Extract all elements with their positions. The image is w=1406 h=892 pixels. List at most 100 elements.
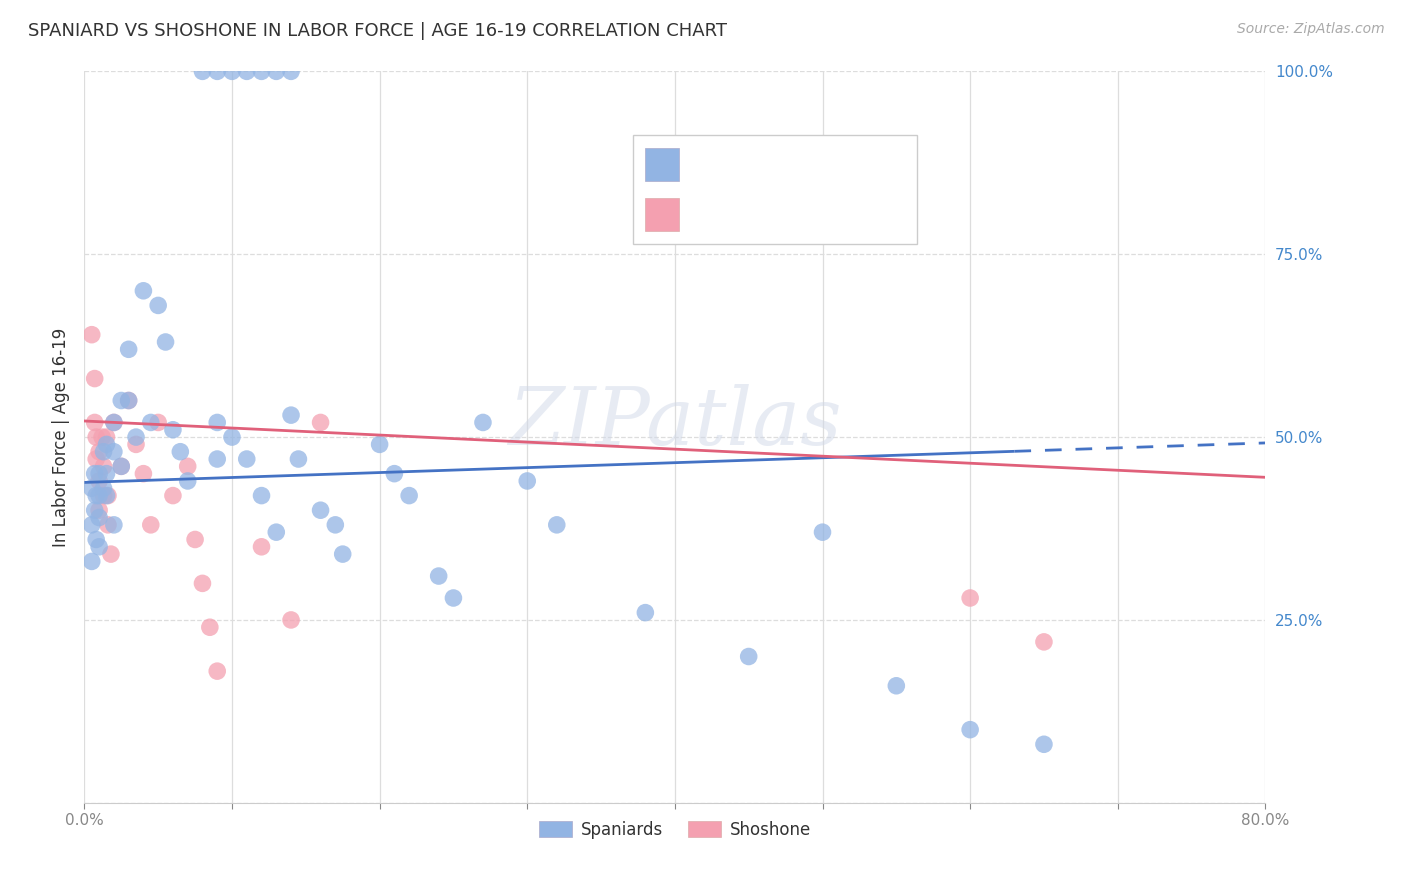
Point — [84, 533, 107, 547]
Point — [207, 452, 229, 467]
Point — [148, 416, 170, 430]
Point — [325, 517, 347, 532]
Point — [959, 723, 981, 737]
Point — [91, 430, 114, 444]
Point — [87, 503, 111, 517]
Text: R =: R = — [690, 206, 725, 224]
Point — [250, 64, 273, 78]
Point — [266, 525, 288, 540]
Point — [96, 430, 118, 444]
Point — [125, 437, 148, 451]
Point — [516, 474, 538, 488]
Point — [83, 371, 105, 385]
Point — [427, 569, 450, 583]
Point — [169, 444, 191, 458]
Point — [139, 416, 162, 430]
Point — [125, 430, 148, 444]
Point — [398, 489, 420, 503]
Bar — [645, 148, 679, 181]
Text: Source: ZipAtlas.com: Source: ZipAtlas.com — [1237, 22, 1385, 37]
Point — [87, 540, 111, 554]
Point — [84, 452, 107, 467]
Point — [162, 489, 184, 503]
Point — [80, 517, 103, 532]
Point — [84, 430, 107, 444]
Text: N = 33: N = 33 — [803, 206, 866, 224]
Point — [382, 467, 406, 481]
Point — [236, 64, 259, 78]
Point — [198, 620, 221, 634]
Point — [93, 481, 115, 495]
Point — [80, 554, 103, 568]
Point — [87, 510, 111, 524]
Point — [97, 489, 120, 503]
Point — [191, 576, 214, 591]
Point — [207, 64, 229, 78]
Point — [886, 679, 908, 693]
Point — [132, 467, 155, 481]
Point — [83, 416, 105, 430]
Text: R =: R = — [690, 155, 725, 173]
Point — [80, 327, 103, 342]
FancyBboxPatch shape — [633, 135, 917, 244]
Point — [110, 393, 132, 408]
Text: 0.042: 0.042 — [747, 155, 806, 173]
Point — [546, 517, 568, 532]
Point — [472, 416, 495, 430]
Point — [184, 533, 207, 547]
Point — [155, 334, 177, 349]
Point — [177, 474, 200, 488]
Point — [266, 64, 288, 78]
Point — [80, 481, 103, 495]
Point — [287, 452, 309, 467]
Point — [221, 430, 243, 444]
Point — [96, 437, 118, 451]
Point — [118, 343, 141, 357]
Point — [207, 664, 229, 678]
Point — [93, 489, 115, 503]
Point — [103, 444, 125, 458]
Point — [93, 459, 115, 474]
Point — [191, 64, 214, 78]
Point — [110, 459, 132, 474]
Legend: Spaniards, Shoshone: Spaniards, Shoshone — [533, 814, 817, 846]
Point — [87, 474, 111, 488]
Point — [177, 459, 200, 474]
Point — [96, 467, 118, 481]
Point — [959, 591, 981, 605]
Point — [87, 489, 111, 503]
Point — [87, 444, 111, 458]
Point — [93, 444, 115, 458]
Text: -0.058: -0.058 — [747, 206, 806, 224]
Point — [84, 489, 107, 503]
Point — [811, 525, 834, 540]
Point — [309, 416, 332, 430]
Point — [118, 393, 141, 408]
Point — [118, 393, 141, 408]
Point — [97, 517, 120, 532]
Point — [110, 459, 132, 474]
Point — [368, 437, 391, 451]
Y-axis label: In Labor Force | Age 16-19: In Labor Force | Age 16-19 — [52, 327, 70, 547]
Point — [100, 547, 122, 561]
Point — [103, 416, 125, 430]
Point — [103, 517, 125, 532]
Point — [280, 613, 302, 627]
Point — [738, 649, 761, 664]
Bar — [645, 198, 679, 231]
Point — [250, 489, 273, 503]
Point — [83, 467, 105, 481]
Point — [280, 408, 302, 422]
Point — [280, 64, 302, 78]
Point — [443, 591, 465, 605]
Point — [250, 540, 273, 554]
Point — [96, 489, 118, 503]
Point — [148, 298, 170, 312]
Point — [634, 606, 657, 620]
Point — [1033, 635, 1056, 649]
Text: N = 56: N = 56 — [803, 155, 866, 173]
Point — [132, 284, 155, 298]
Point — [309, 503, 332, 517]
Point — [139, 517, 162, 532]
Point — [332, 547, 354, 561]
